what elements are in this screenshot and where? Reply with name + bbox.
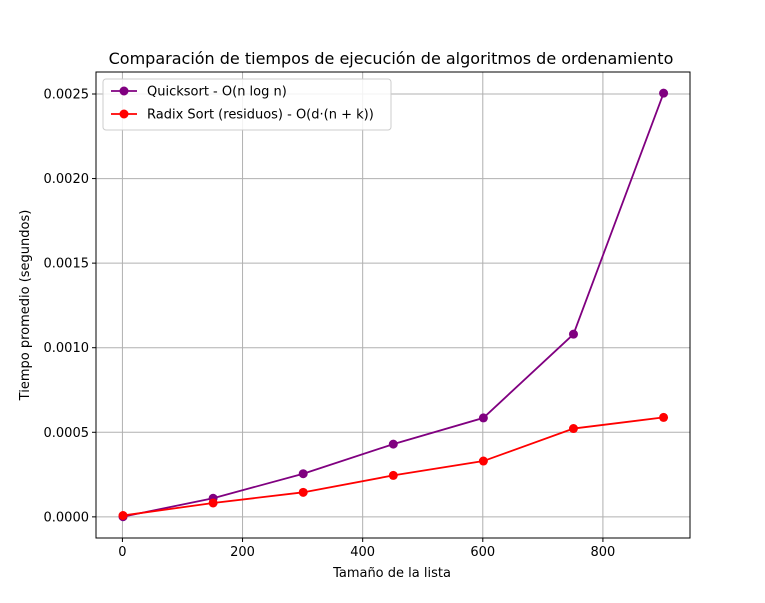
series-layer <box>118 88 669 522</box>
x-axis-label: Tamaño de la lista <box>332 566 451 581</box>
series-1-point <box>568 329 578 339</box>
x-tick-label: 600 <box>470 545 495 560</box>
x-tick-label: 400 <box>350 545 375 560</box>
series-2-point <box>388 470 398 480</box>
series-2-point <box>659 412 669 422</box>
x-axis-ticks: 0 200 400 600 800 <box>118 538 615 560</box>
legend-label-1: Quicksort - O(n log n) <box>147 85 287 100</box>
series-1-point <box>298 469 308 479</box>
series-2-point <box>208 498 218 508</box>
legend-marker-1 <box>119 86 129 96</box>
series-2-point <box>118 511 128 521</box>
y-tick-label: 0.0005 <box>44 426 90 441</box>
axes-frame <box>95 71 691 539</box>
legend-label-2: Radix Sort (residuos) - O(d·(n + k)) <box>147 108 374 123</box>
series-2-point <box>478 456 488 466</box>
series-2-point <box>298 487 308 497</box>
y-tick-label: 0.0025 <box>44 87 90 102</box>
y-tick-label: 0.0020 <box>44 172 90 187</box>
y-tick-label: 0.0000 <box>44 510 90 525</box>
legend-box <box>102 78 392 131</box>
series-1-point <box>478 413 488 423</box>
y-axis-label: Tiempo promedio (segundos) <box>18 210 33 402</box>
grid-lines <box>96 72 690 538</box>
series-1-point <box>659 88 669 98</box>
legend: Quicksort - O(n log n) Radix Sort (residu… <box>102 78 392 131</box>
y-tick-label: 0.0015 <box>44 257 90 272</box>
series-2-point <box>568 424 578 434</box>
x-tick-label: 200 <box>230 545 255 560</box>
legend-marker-2 <box>119 109 129 119</box>
series-1-point <box>388 439 398 449</box>
x-tick-label: 0 <box>118 545 126 560</box>
x-tick-label: 800 <box>590 545 615 560</box>
y-tick-label: 0.0010 <box>44 341 90 356</box>
chart-title: Comparación de tiempos de ejecución de a… <box>109 49 674 68</box>
y-axis-ticks: 0.0000 0.0005 0.0010 0.0015 0.0020 0.0025 <box>44 87 96 525</box>
